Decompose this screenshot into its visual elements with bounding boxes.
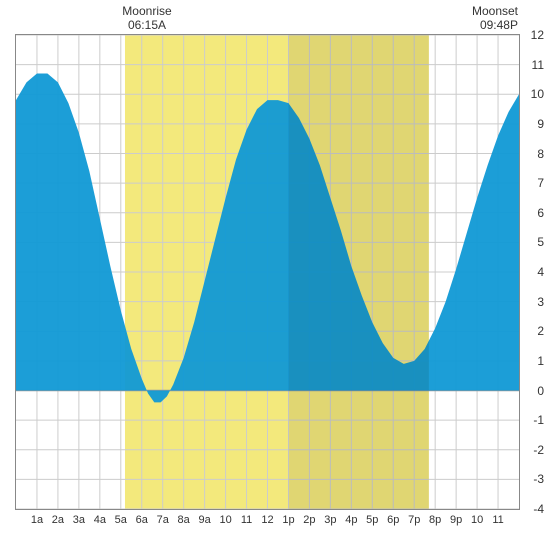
x-tick-label: 8a: [178, 514, 190, 526]
y-tick-label: -2: [533, 443, 544, 457]
x-tick-label: 11: [241, 514, 252, 526]
y-tick-label: 7: [537, 176, 544, 190]
x-tick-label: 11: [492, 514, 503, 526]
moonrise-time: 06:15A: [122, 18, 171, 32]
y-tick-label: 2: [537, 324, 544, 338]
x-tick-label: 4a: [94, 514, 106, 526]
x-tick-label: 10: [471, 514, 483, 526]
chart-header: Moonrise 06:15A Moonset 09:48P: [0, 4, 550, 34]
plot-svg: [16, 35, 519, 509]
y-tick-label: -3: [533, 472, 544, 486]
moonrise-title: Moonrise: [122, 4, 171, 18]
y-tick-label: 3: [537, 295, 544, 309]
y-tick-label: 9: [537, 117, 544, 131]
y-tick-label: 11: [532, 58, 544, 72]
y-tick-label: 8: [537, 147, 544, 161]
x-tick-label: 5a: [115, 514, 127, 526]
x-tick-label: 1a: [31, 514, 43, 526]
y-tick-label: 12: [531, 28, 544, 42]
plot-area: [15, 34, 520, 510]
y-tick-label: -4: [533, 502, 544, 516]
x-tick-label: 4p: [345, 514, 357, 526]
y-tick-label: 10: [531, 87, 544, 101]
moonset-time: 09:48P: [472, 18, 518, 32]
x-tick-label: 10: [219, 514, 231, 526]
x-tick-label: 3a: [73, 514, 85, 526]
x-tick-label: 3p: [324, 514, 336, 526]
x-tick-label: 6a: [136, 514, 148, 526]
tide-chart: Moonrise 06:15A Moonset 09:48P -4 -3 -2 -1 0…: [0, 0, 550, 550]
y-tick-label: -1: [533, 413, 544, 427]
x-tick-label: 9p: [450, 514, 462, 526]
x-tick-label: 2p: [303, 514, 315, 526]
x-tick-label: 8p: [429, 514, 441, 526]
x-tick-label: 9a: [199, 514, 211, 526]
moonrise-label-group: Moonrise 06:15A: [122, 4, 171, 33]
y-tick-label: 0: [537, 384, 544, 398]
x-tick-label: 5p: [366, 514, 378, 526]
x-tick-label: 7a: [157, 514, 169, 526]
moonset-title: Moonset: [472, 4, 518, 18]
y-tick-label: 1: [537, 354, 544, 368]
moonset-label-group: Moonset 09:48P: [472, 4, 518, 33]
x-tick-label: 6p: [387, 514, 399, 526]
y-tick-label: 6: [537, 206, 544, 220]
y-tick-label: 4: [537, 265, 544, 279]
y-tick-label: 5: [537, 235, 544, 249]
x-tick-label: 2a: [52, 514, 64, 526]
x-tick-label: 1p: [282, 514, 294, 526]
x-tick-label: 12: [261, 514, 273, 526]
x-tick-label: 7p: [408, 514, 420, 526]
